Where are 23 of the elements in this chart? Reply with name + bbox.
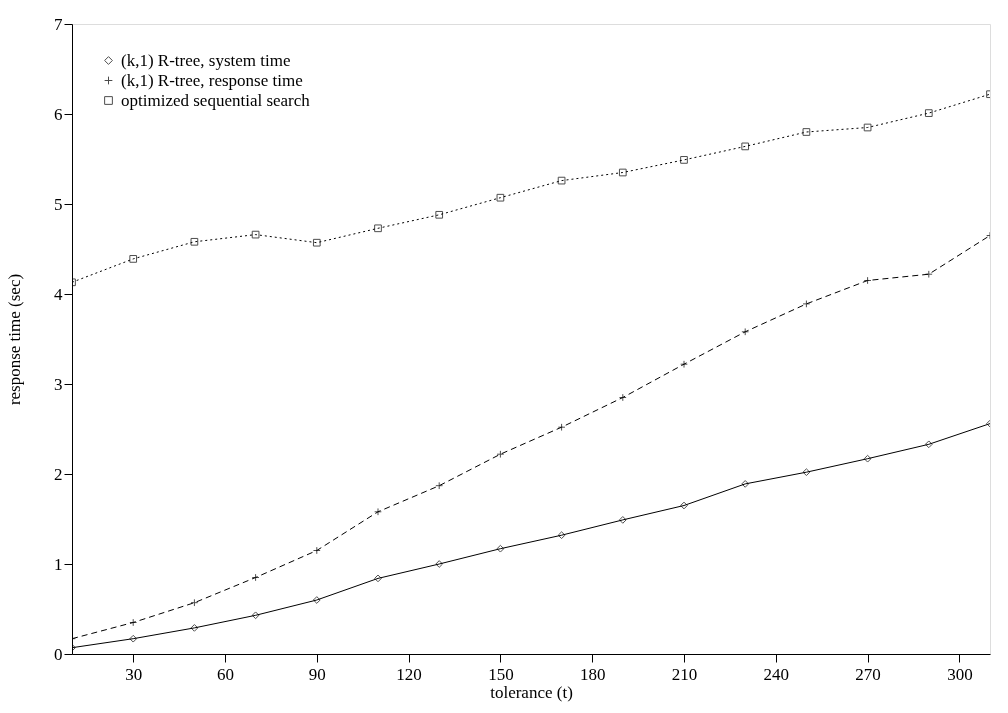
x-tick-label: 90 xyxy=(308,664,326,684)
y-tick-label: 6 xyxy=(54,104,63,124)
x-tick-label: 120 xyxy=(396,664,422,684)
y-tick-label: 5 xyxy=(54,194,63,214)
y-tick-label: 3 xyxy=(54,374,63,394)
x-tick-label: 270 xyxy=(855,664,881,684)
x-tick-label: 210 xyxy=(671,664,698,684)
y-tick-label: 0 xyxy=(54,644,63,664)
legend-label: optimized sequential search xyxy=(121,90,311,110)
x-axis-title: tolerance (t) xyxy=(490,682,573,702)
x-tick-label: 240 xyxy=(763,664,790,684)
legend-label: (k,1) R-tree, system time xyxy=(121,50,291,70)
y-tick-label: 4 xyxy=(54,284,63,304)
x-tick-label: 30 xyxy=(125,664,143,684)
x-tick-label: 60 xyxy=(217,664,234,684)
x-tick-label: 300 xyxy=(947,664,973,684)
y-axis-title: response time (sec) xyxy=(5,273,24,406)
y-tick-label: 2 xyxy=(54,464,63,484)
y-tick-label: 1 xyxy=(54,554,63,574)
x-tick-label: 150 xyxy=(488,664,514,684)
y-tick-label: 7 xyxy=(54,14,63,34)
legend-label: (k,1) R-tree, response time xyxy=(121,70,303,90)
x-tick-label: 180 xyxy=(579,664,606,684)
